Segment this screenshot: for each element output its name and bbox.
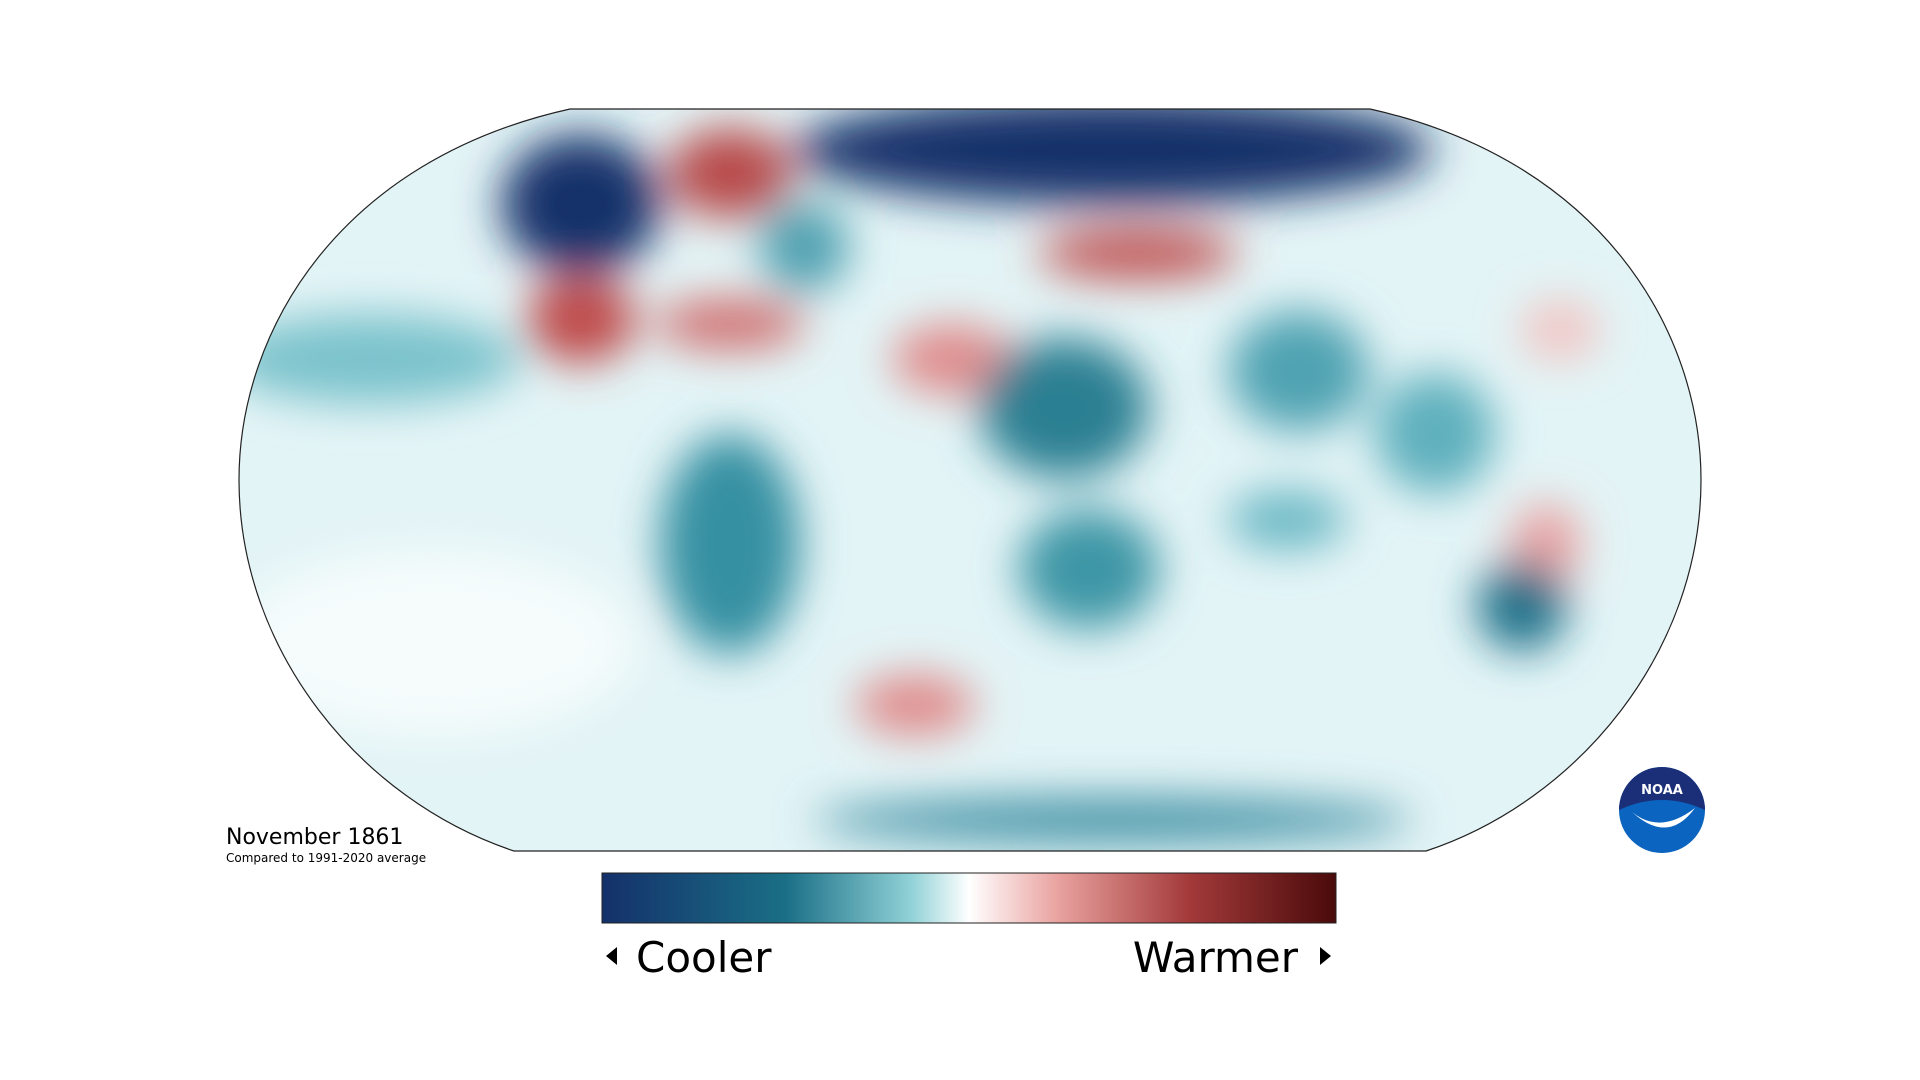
logo-text: NOAA — [1641, 783, 1683, 798]
cooler-label: Cooler — [636, 933, 772, 982]
warmer-label: Warmer — [1133, 933, 1299, 982]
anomaly-region — [239, 314, 521, 404]
anomaly-region — [813, 798, 1413, 842]
anomaly-region — [1227, 490, 1347, 550]
map-outline — [238, 108, 1702, 852]
anomaly-region — [526, 277, 636, 363]
warmer-arrow — [1320, 947, 1331, 965]
cooler-arrow — [606, 947, 617, 965]
anomaly-region — [655, 299, 805, 349]
anomaly-region — [239, 553, 633, 733]
map-background — [239, 109, 1701, 851]
anomaly-region — [1375, 373, 1495, 493]
caption-title: November 1861 — [226, 825, 403, 850]
caption-subtitle: Compared to 1991-2020 average — [226, 851, 426, 865]
anomaly-region — [793, 109, 1433, 205]
anomaly-region — [1019, 509, 1159, 629]
logo-top — [1619, 767, 1705, 810]
anomaly-region — [1038, 229, 1238, 279]
anomaly-region — [501, 134, 661, 274]
anomaly-region — [979, 338, 1149, 478]
anomaly-region — [1229, 311, 1369, 431]
noaa-logo: NOAA — [1619, 767, 1705, 853]
colorbar — [601, 872, 1337, 924]
anomaly-region — [668, 128, 792, 218]
map-field — [239, 109, 1701, 851]
anomaly-layer — [239, 109, 1600, 842]
anomaly-region — [855, 675, 975, 735]
anomaly-region — [660, 434, 800, 654]
anomaly-region — [759, 202, 849, 292]
anomaly-region — [892, 324, 1012, 394]
anomaly-region — [1477, 561, 1567, 651]
logo-gull — [1632, 808, 1695, 828]
anomaly-region — [1520, 300, 1600, 360]
